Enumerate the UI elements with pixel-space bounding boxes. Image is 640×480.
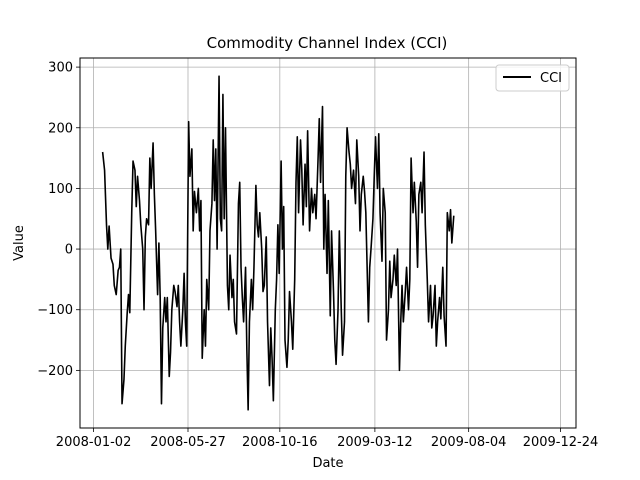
axes-frame xyxy=(79,57,577,429)
legend: CCI xyxy=(495,64,570,92)
x-axis-label: Date xyxy=(312,456,343,471)
legend-label-cci: CCI xyxy=(540,71,562,86)
x-tick-label: 2008-05-27 xyxy=(150,435,226,450)
series-layer xyxy=(101,75,455,411)
x-tick-label: 2009-08-04 xyxy=(431,435,507,450)
legend-box xyxy=(495,64,570,92)
x-tick-label: 2009-12-24 xyxy=(523,435,599,450)
y-tick-label: 100 xyxy=(48,182,73,197)
y-axis-ticks: −200 −100 0 100 200 300 xyxy=(37,61,80,379)
chart-title: Commodity Channel Index (CCI) xyxy=(207,34,448,52)
y-tick-label: −100 xyxy=(37,303,73,318)
x-tick-label: 2009-03-12 xyxy=(337,435,413,450)
x-tick-label: 2008-01-02 xyxy=(56,435,132,450)
y-axis-label: Value xyxy=(12,225,27,261)
y-tick-label: 0 xyxy=(65,243,73,258)
series-line-cci xyxy=(101,75,455,411)
x-tick-label: 2008-10-16 xyxy=(242,435,318,450)
y-tick-label: 200 xyxy=(48,121,73,136)
y-tick-label: −200 xyxy=(37,364,73,379)
y-tick-label: 300 xyxy=(48,61,73,76)
x-axis-ticks: 2008-01-02 2008-05-27 2008-10-16 2009-03-12… xyxy=(56,428,598,450)
